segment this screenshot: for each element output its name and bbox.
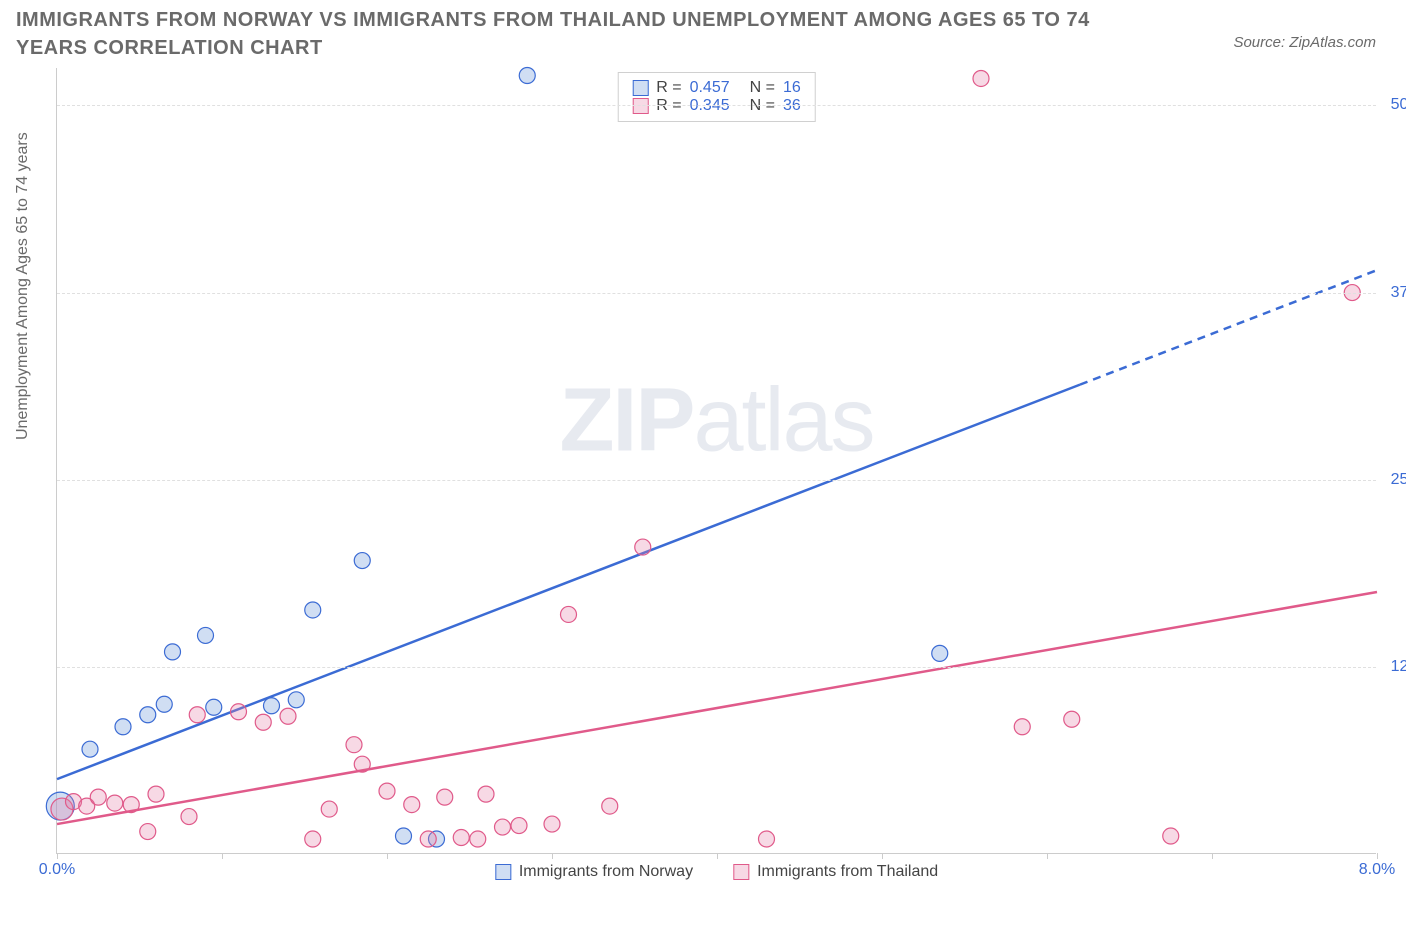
- data-point-thailand: [189, 707, 205, 723]
- data-point-norway: [932, 645, 948, 661]
- x-tick: [552, 853, 553, 859]
- data-point-thailand: [1163, 828, 1179, 844]
- legend-correlation: R =0.457N =16R =0.345N =36: [617, 72, 816, 122]
- x-tick-label: 8.0%: [1359, 861, 1395, 879]
- x-tick: [1047, 853, 1048, 859]
- data-point-norway: [115, 719, 131, 735]
- data-point-norway: [519, 67, 535, 83]
- data-point-thailand: [321, 801, 337, 817]
- legend-swatch-norway: [495, 864, 511, 880]
- data-point-thailand: [90, 789, 106, 805]
- legend-correlation-row-norway: R = 0.457 N = 16: [632, 79, 801, 97]
- x-tick: [387, 853, 388, 859]
- data-point-thailand: [305, 831, 321, 847]
- data-point-thailand: [973, 70, 989, 86]
- x-tick: [57, 853, 58, 859]
- data-point-thailand: [379, 783, 395, 799]
- legend-series-item-norway: Immigrants from Norway: [495, 863, 693, 881]
- legend-swatch-thailand: [733, 864, 749, 880]
- y-tick-label: 37.5%: [1381, 284, 1406, 302]
- legend-series-label-norway: Immigrants from Norway: [519, 863, 693, 881]
- y-axis-title: Unemployment Among Ages 65 to 74 years: [14, 132, 32, 440]
- gridline-h: [57, 480, 1376, 481]
- data-point-norway: [264, 698, 280, 714]
- n-label: N =: [750, 79, 775, 97]
- data-point-norway: [165, 644, 181, 660]
- data-point-thailand: [635, 539, 651, 555]
- data-point-thailand: [140, 824, 156, 840]
- legend-series: Immigrants from Norway Immigrants from Th…: [495, 863, 938, 881]
- data-point-thailand: [255, 714, 271, 730]
- gridline-h: [57, 667, 1376, 668]
- legend-series-item-thailand: Immigrants from Thailand: [733, 863, 938, 881]
- data-point-thailand: [181, 809, 197, 825]
- source-citation: Source: ZipAtlas.com: [1233, 34, 1376, 51]
- data-point-norway: [198, 627, 214, 643]
- data-point-thailand: [470, 831, 486, 847]
- chart-container: IMMIGRANTS FROM NORWAY VS IMMIGRANTS FRO…: [0, 0, 1406, 930]
- y-tick-label: 50.0%: [1381, 96, 1406, 114]
- data-point-norway: [140, 707, 156, 723]
- data-point-norway: [396, 828, 412, 844]
- data-point-thailand: [1064, 711, 1080, 727]
- data-point-thailand: [437, 789, 453, 805]
- data-point-norway: [82, 741, 98, 757]
- legend-swatch-norway: [632, 80, 648, 96]
- x-tick: [1212, 853, 1213, 859]
- data-point-thailand: [1014, 719, 1030, 735]
- data-point-thailand: [453, 830, 469, 846]
- data-point-norway: [206, 699, 222, 715]
- x-tick-label: 0.0%: [39, 861, 75, 879]
- x-tick: [1377, 853, 1378, 859]
- plot-svg: [57, 68, 1376, 853]
- data-point-norway: [354, 553, 370, 569]
- regression-line-thailand: [57, 592, 1377, 824]
- gridline-h: [57, 293, 1376, 294]
- data-point-thailand: [280, 708, 296, 724]
- r-label: R =: [656, 79, 681, 97]
- data-point-thailand: [107, 795, 123, 811]
- data-point-thailand: [495, 819, 511, 835]
- plot-area: ZIPatlas R =0.457N =16R =0.345N =36 Immi…: [56, 68, 1376, 854]
- x-tick: [717, 853, 718, 859]
- data-point-norway: [288, 692, 304, 708]
- data-point-thailand: [346, 737, 362, 753]
- gridline-h: [57, 105, 1376, 106]
- n-value-norway: 16: [783, 79, 801, 97]
- data-point-norway: [305, 602, 321, 618]
- data-point-thailand: [759, 831, 775, 847]
- r-value-norway: 0.457: [690, 79, 730, 97]
- data-point-thailand: [544, 816, 560, 832]
- data-point-thailand: [231, 704, 247, 720]
- regression-line-norway: [57, 385, 1080, 779]
- regression-line-dashed-norway: [1080, 270, 1377, 385]
- data-point-norway: [156, 696, 172, 712]
- data-point-thailand: [420, 831, 436, 847]
- y-tick-label: 25.0%: [1381, 471, 1406, 489]
- data-point-thailand: [404, 797, 420, 813]
- data-point-thailand: [478, 786, 494, 802]
- legend-series-label-thailand: Immigrants from Thailand: [757, 863, 938, 881]
- data-point-thailand: [511, 818, 527, 834]
- y-tick-label: 12.5%: [1381, 658, 1406, 676]
- data-point-thailand: [561, 606, 577, 622]
- data-point-thailand: [602, 798, 618, 814]
- chart-title: IMMIGRANTS FROM NORWAY VS IMMIGRANTS FRO…: [16, 6, 1116, 62]
- x-tick: [222, 853, 223, 859]
- x-tick: [882, 853, 883, 859]
- data-point-thailand: [148, 786, 164, 802]
